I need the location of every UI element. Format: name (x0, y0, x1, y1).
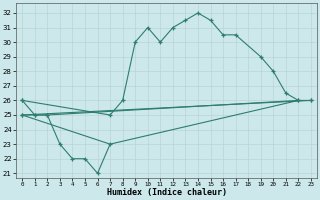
X-axis label: Humidex (Indice chaleur): Humidex (Indice chaleur) (107, 188, 227, 197)
